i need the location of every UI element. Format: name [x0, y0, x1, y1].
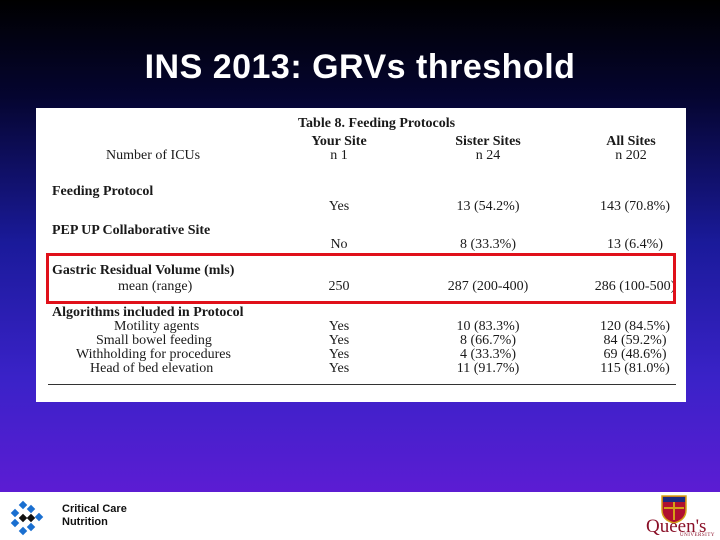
- critical-care-nutrition-logo-icon: [10, 500, 44, 536]
- cell-icus-sister-sites: n 24: [475, 148, 501, 163]
- cell-icus-all-sites: n 202: [615, 148, 647, 163]
- cell-headbed-all-sites: 115 (81.0%): [600, 361, 670, 376]
- cell-withholding-your-site: Yes: [328, 347, 350, 362]
- row-label-algorithms: Algorithms included in Protocol: [52, 305, 244, 320]
- row-sublabel-grv: mean (range): [118, 279, 193, 294]
- cell-pepup-all-sites: 13 (6.4%): [607, 237, 663, 252]
- col-header-your-site: Your Site: [311, 134, 367, 149]
- ccn-line-1: Critical Care: [62, 503, 127, 515]
- cell-motility-all-sites: 120 (84.5%): [600, 319, 670, 334]
- cell-feeding-all-sites: 143 (70.8%): [600, 199, 670, 214]
- critical-care-nutrition-label: Critical Care Nutrition: [62, 503, 127, 529]
- row-label-small-bowel: Small bowel feeding: [96, 333, 212, 348]
- queens-crest-icon: [661, 495, 687, 524]
- queens-university-subtext: UNIVERSITY: [680, 533, 715, 538]
- cell-feeding-your-site: Yes: [328, 199, 350, 214]
- row-label-pep-up: PEP UP Collaborative Site: [52, 223, 211, 238]
- table-bottom-rule: [48, 384, 676, 385]
- footer-bar: Critical Care Nutrition Queen's UNIVERSI…: [0, 492, 720, 540]
- ccn-line-2: Nutrition: [62, 516, 108, 528]
- slide-title: INS 2013: GRVs threshold: [144, 48, 576, 86]
- cell-withholding-sister-sites: 4 (33.3%): [460, 347, 516, 362]
- col-header-all-sites: All Sites: [606, 134, 656, 149]
- cell-smallbowel-your-site: Yes: [328, 333, 350, 348]
- cell-motility-your-site: Yes: [328, 319, 350, 334]
- table-title: Table 8. Feeding Protocols: [298, 116, 456, 131]
- cell-grv-sister-sites: 287 (200-400): [447, 279, 529, 294]
- cell-pepup-your-site: No: [330, 237, 348, 252]
- grv-highlight-box: [46, 253, 676, 304]
- row-label-head-of-bed: Head of bed elevation: [90, 361, 214, 376]
- cell-grv-all-sites: 286 (100-500): [594, 279, 676, 294]
- cell-withholding-all-sites: 69 (48.6%): [603, 347, 667, 362]
- cell-smallbowel-all-sites: 84 (59.2%): [603, 333, 667, 348]
- cell-pepup-sister-sites: 8 (33.3%): [460, 237, 516, 252]
- queens-logo-text: Queen's: [646, 516, 707, 537]
- cell-motility-sister-sites: 10 (83.3%): [456, 319, 520, 334]
- col-header-sister-sites: Sister Sites: [455, 134, 521, 149]
- row-label-withholding: Withholding for procedures: [76, 347, 231, 362]
- cell-grv-your-site: 250: [328, 279, 350, 294]
- cell-feeding-sister-sites: 13 (54.2%): [456, 199, 520, 214]
- row-label-number-of-icus: Number of ICUs: [106, 148, 201, 163]
- row-label-motility: Motility agents: [114, 319, 200, 334]
- cell-icus-your-site: n 1: [330, 148, 348, 163]
- cell-smallbowel-sister-sites: 8 (66.7%): [460, 333, 516, 348]
- row-label-feeding-protocol: Feeding Protocol: [52, 184, 154, 199]
- cell-headbed-your-site: Yes: [328, 361, 350, 376]
- cell-headbed-sister-sites: 11 (91.7%): [456, 361, 520, 376]
- row-label-grv: Gastric Residual Volume (mls): [52, 263, 235, 278]
